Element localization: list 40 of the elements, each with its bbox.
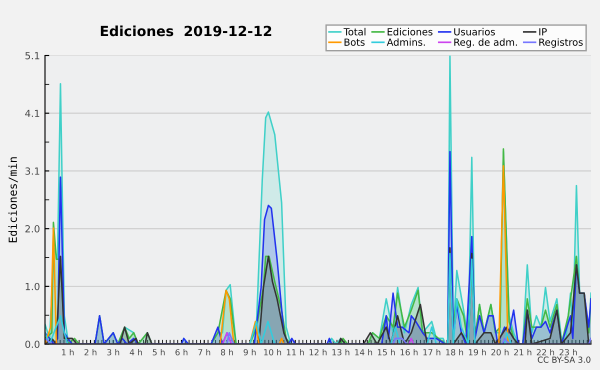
x-tick-label: 5 h [152,348,165,356]
x-tick-label: 16 h [400,348,418,356]
x-tick-label: 18 h [446,348,464,356]
x-tick-label: 7 h [198,348,210,356]
x-tick-label: 6 h [175,348,188,356]
x-tick-label: 22 h [536,348,554,356]
x-tick-label: 15 h [378,348,395,356]
x-tick-label: 1 h [62,348,74,356]
legend-label: Ediciones [388,28,432,36]
y-tick-label: 1.0 [26,282,40,290]
x-tick-label: 13 h [332,348,350,356]
x-tick-label: 14 h [355,348,372,356]
x-tick-label: 17 h [423,348,440,356]
x-tick-label: 4 h [130,348,142,356]
y-tick-label: 2.0 [25,225,40,232]
x-tick-label: 10 h [264,348,282,356]
y-tick-label: 3.1 [25,167,40,175]
x-tick-label: 2 h [84,348,96,356]
x-tick-label: 19 h [468,348,486,356]
x-tick-label: 20 h [491,348,509,356]
y-axis-title: Ediciones/min [8,157,18,242]
x-tick-label: 11 h [286,348,304,356]
legend-label: Bots [344,38,365,46]
x-tick-label: 9 h [244,348,256,356]
x-tick-label: 8 h [220,348,233,356]
legend-label: Total [344,28,366,36]
x-tick-label: 12 h [310,348,327,356]
y-tick-label: 4.1 [25,110,40,117]
legend-label: Registros [539,38,583,48]
legend-label: Admins. [386,38,425,46]
legend-label: Usuarios [454,28,495,36]
y-tick-label: 5.1 [25,52,40,60]
y-tick-label: 0.0 [25,340,40,348]
chart-title: Ediciones 2019-12-12 [100,26,272,36]
x-tick-label: 23 h [560,348,577,356]
legend-label: IP [539,28,547,36]
x-tick-label: 3 h [107,348,120,356]
x-tick-label: 21 h [514,348,532,356]
legend-label: Reg. de adm. [454,38,517,48]
text: CC BY-SA 3.0 [538,356,590,363]
